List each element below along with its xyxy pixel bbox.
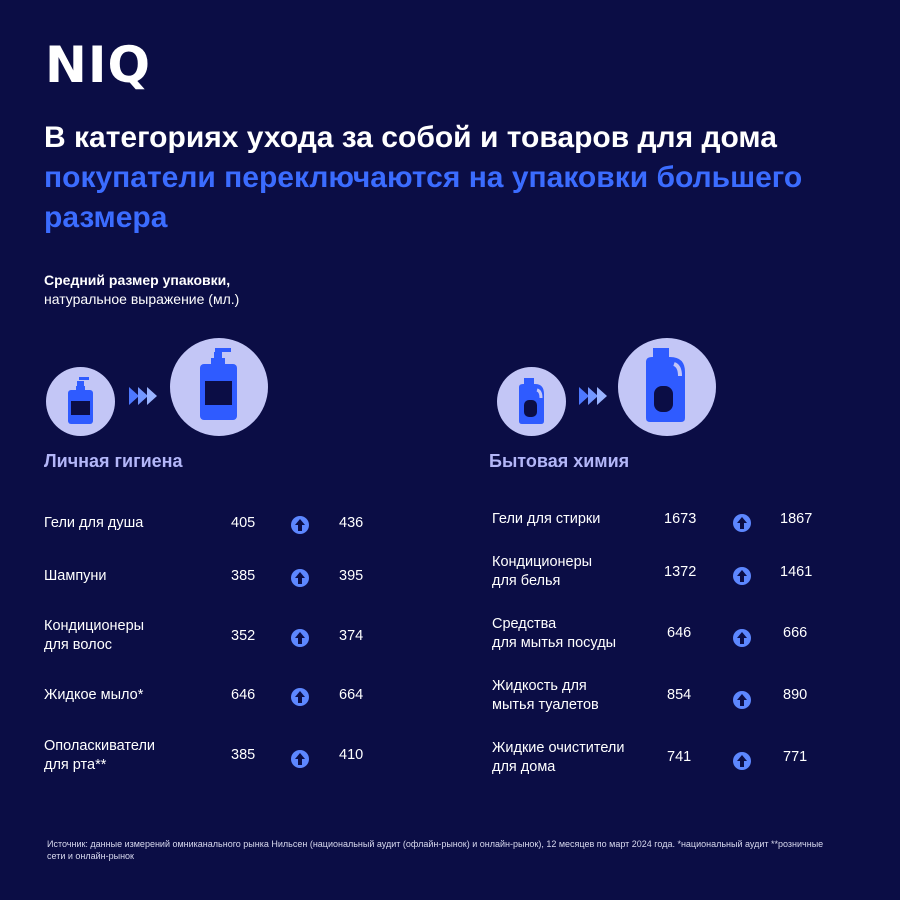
- up-arrow-icon: [733, 691, 751, 709]
- value-after: 664: [339, 687, 364, 703]
- up-arrow-icon: [291, 629, 309, 647]
- value-before: 1372: [664, 564, 697, 580]
- value-before: 646: [667, 625, 692, 641]
- source-footnote: Источник: данные измерений омниканальног…: [47, 839, 824, 861]
- value-before: 646: [231, 687, 256, 703]
- row-label: Гели для душа: [44, 515, 144, 531]
- subtitle-line-1: Средний размер упаковки,: [44, 272, 231, 288]
- page-headline: В категориях ухода за собой и товаров дл…: [44, 118, 804, 238]
- value-before: 385: [231, 747, 256, 763]
- value-after: 374: [339, 628, 364, 644]
- section-title-household: Бытовая химия: [489, 451, 630, 471]
- value-after: 1867: [780, 511, 813, 527]
- value-before: 352: [231, 628, 256, 644]
- up-arrow-icon: [291, 569, 309, 587]
- value-before: 1673: [664, 511, 697, 527]
- value-after: 395: [339, 568, 364, 584]
- row-label: Шампуни: [44, 568, 107, 584]
- value-after: 890: [783, 687, 808, 703]
- up-arrow-icon: [733, 629, 751, 647]
- large-detergent-bottle-circle: [618, 338, 716, 436]
- row-label: Гели для стирки: [492, 511, 601, 527]
- pump-bottle-small-icon: [68, 377, 93, 424]
- chart-subtitle: Средний размер упаковки, натуральное выр…: [44, 271, 239, 309]
- headline-main-text: В категориях ухода за собой и товаров дл…: [44, 121, 777, 154]
- up-arrow-icon: [733, 514, 751, 532]
- up-arrow-icon: [291, 750, 309, 768]
- detergent-bottle-large-icon: [646, 348, 685, 422]
- value-before: 854: [667, 687, 692, 703]
- row-label: Кондиционеры для волос: [44, 618, 145, 653]
- double-chevron-right-icon-2: [579, 387, 607, 405]
- value-before: 741: [667, 749, 692, 765]
- headline-accent-text: покупатели переключаются на упаковки бол…: [44, 161, 803, 234]
- up-arrow-icon: [733, 752, 751, 770]
- row-label: Кондиционеры для белья: [492, 554, 593, 589]
- row-label: Средства для мытья посуды: [492, 616, 617, 651]
- up-arrow-icon: [291, 516, 309, 534]
- pump-bottle-large-icon: [200, 348, 237, 420]
- subtitle-line-2: натуральное выражение (мл.): [44, 291, 240, 307]
- up-arrow-icon: [733, 567, 751, 585]
- section-title-personal: Личная гигиена: [44, 451, 183, 471]
- small-detergent-bottle-circle: [497, 367, 566, 436]
- value-after: 1461: [780, 564, 813, 580]
- double-chevron-right-icon: [129, 387, 157, 405]
- value-after: 771: [783, 749, 808, 765]
- value-after: 666: [783, 625, 808, 641]
- niq-logo: NIQ: [45, 36, 151, 94]
- up-arrow-icon: [291, 688, 309, 706]
- row-label: Ополаскиватели для рта**: [44, 738, 156, 773]
- row-label: Жидкое мыло*: [44, 687, 144, 703]
- small-pump-bottle-circle: [46, 367, 115, 436]
- row-label: Жидкие очистители для дома: [492, 740, 625, 775]
- large-pump-bottle-circle: [170, 338, 268, 436]
- row-label: Жидкость для мытья туалетов: [492, 678, 599, 713]
- value-before: 405: [231, 515, 256, 531]
- value-before: 385: [231, 568, 256, 584]
- value-after: 410: [339, 747, 364, 763]
- detergent-bottle-small-icon: [519, 378, 544, 424]
- value-after: 436: [339, 515, 364, 531]
